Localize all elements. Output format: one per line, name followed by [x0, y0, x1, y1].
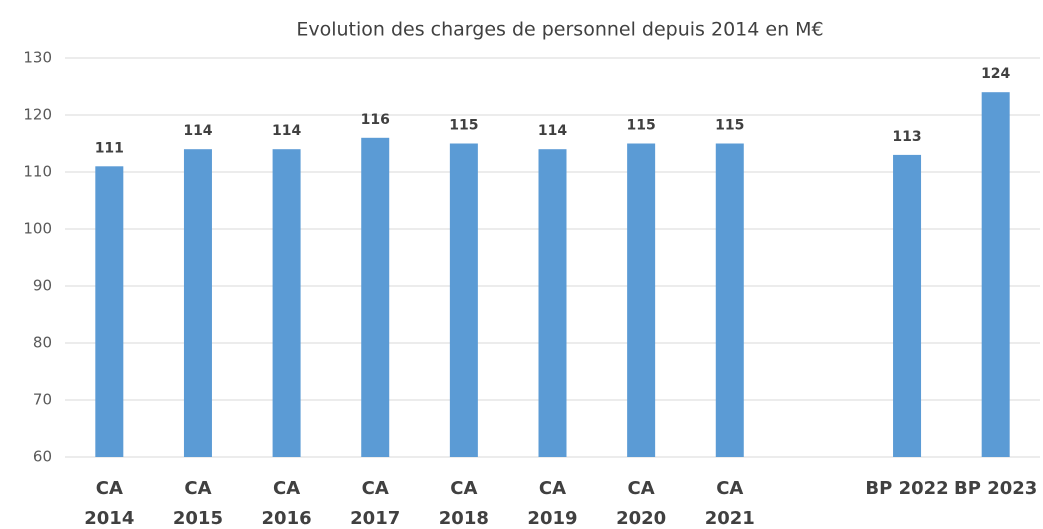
y-tick-label: 70	[33, 391, 52, 409]
bar	[272, 149, 301, 457]
x-tick-label: CA 2018	[438, 478, 489, 529]
data-label: 114	[183, 123, 212, 139]
data-label: 111	[95, 140, 124, 156]
data-label: 115	[715, 118, 744, 134]
y-tick-label: 90	[33, 277, 52, 295]
data-label: 116	[361, 112, 390, 128]
x-tick-label: BP 2022	[865, 478, 949, 499]
y-tick-label: 100	[23, 220, 52, 238]
data-label: 114	[272, 123, 301, 139]
x-tick-label: CA 2014	[84, 478, 135, 529]
bar	[95, 166, 124, 458]
bar	[449, 143, 478, 457]
bar	[361, 137, 390, 458]
x-tick-label: CA 2019	[527, 478, 578, 529]
chart-title: Evolution des charges de personnel depui…	[296, 19, 823, 41]
bar	[183, 149, 212, 457]
bar	[893, 154, 922, 457]
data-label: 113	[892, 129, 921, 145]
data-label: 124	[981, 66, 1010, 82]
bar	[981, 92, 1010, 457]
y-tick-label: 60	[33, 448, 52, 466]
x-tick-label: CA 2017	[350, 478, 401, 529]
data-label: 115	[627, 118, 656, 134]
y-tick-label: 130	[23, 49, 52, 67]
data-label: 115	[449, 118, 478, 134]
x-tick-label: BP 2023	[954, 478, 1038, 499]
bar	[627, 143, 656, 457]
y-tick-label: 80	[33, 334, 52, 352]
bar	[538, 149, 567, 457]
x-tick-label: CA 2016	[261, 478, 312, 529]
x-tick-label: CA 2020	[616, 478, 667, 529]
bar	[715, 143, 744, 457]
y-tick-label: 110	[23, 163, 52, 181]
data-label: 114	[538, 123, 567, 139]
x-tick-label: CA 2015	[172, 478, 223, 529]
y-tick-label: 120	[23, 106, 52, 124]
x-tick-label: CA 2021	[704, 478, 755, 529]
